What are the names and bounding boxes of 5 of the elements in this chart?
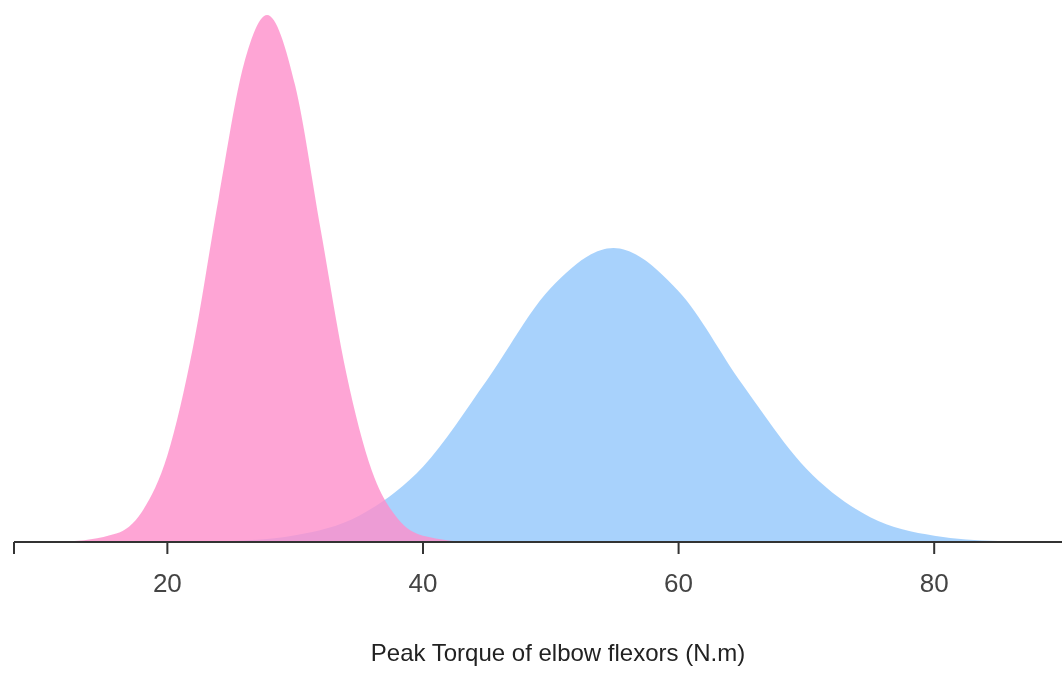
x-tick-label: 60: [664, 568, 694, 598]
x-tick-label: 80: [919, 568, 949, 598]
x-axis-title: Peak Torque of elbow flexors (N.m): [370, 639, 746, 666]
x-tick-label: 20: [152, 568, 182, 598]
x-tick-label: 40: [408, 568, 438, 598]
